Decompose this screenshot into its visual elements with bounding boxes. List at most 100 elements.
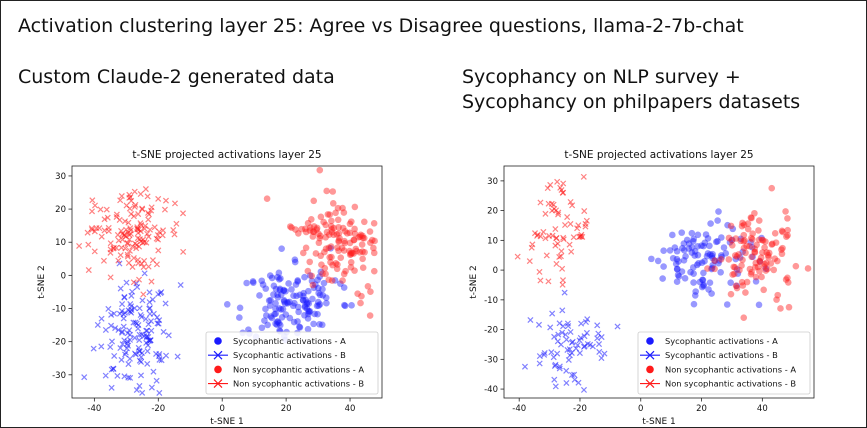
data-point [370,249,378,257]
data-point [327,258,334,266]
data-point [312,250,320,257]
data-point [292,226,299,233]
data-point [101,227,108,234]
data-point [666,247,674,254]
data-point [728,241,736,249]
data-point [341,237,348,245]
data-point [148,278,155,285]
data-point [353,247,360,255]
legend-label: Sycophantic activations - B [665,350,778,360]
data-point [317,232,324,240]
data-point [276,321,284,329]
data-point [161,206,168,213]
data-point [279,305,287,313]
data-point [343,230,351,237]
data-point [761,260,768,268]
data-point [294,303,302,311]
y-axis-ticks: -30 -20 -10 0 10 20 30 [52,172,72,381]
data-point [174,353,181,360]
data-point [340,270,348,278]
data-point [121,373,128,380]
data-point [536,268,543,275]
data-point [153,235,160,242]
data-point [334,204,342,212]
data-point [90,345,97,352]
legend-marker-x [213,350,223,360]
data-point [594,322,601,329]
data-point [578,320,585,327]
data-point [565,356,572,364]
y-tick-label: 30 [487,177,498,187]
data-point [682,252,689,260]
data-point [574,342,581,349]
data-point [102,326,109,334]
data-point [700,281,708,289]
data-point [595,341,603,348]
y-axis-label: t-SNE 2 [37,265,47,299]
data-point [108,311,115,318]
data-point [304,315,312,322]
data-point [698,259,706,266]
data-point [543,252,550,259]
data-point [773,296,780,303]
data-point [542,210,549,217]
data-point [685,240,693,247]
data-point [162,300,169,307]
data-point [551,333,558,340]
data-point [277,275,284,282]
data-point [551,376,558,383]
data-point [692,288,699,295]
data-point [701,239,709,247]
data-point [347,263,355,271]
data-point [693,261,701,269]
data-point [740,231,748,239]
data-point [322,245,330,252]
data-point [555,331,562,338]
data-point [332,209,339,217]
data-point [722,250,730,257]
data-point [769,240,776,248]
data-point [150,310,157,317]
legend-marker-x [213,379,223,389]
data-point [751,248,758,256]
data-point [748,214,755,222]
data-point [765,253,772,261]
data-point [758,234,765,242]
data-point [335,229,343,237]
data-point [556,363,563,370]
data-point [729,225,737,233]
data-point [126,247,133,254]
data-point [355,233,362,241]
data-point [748,268,755,276]
data-point [223,301,231,308]
data-point [648,255,655,263]
data-point [119,230,126,237]
data-point [149,296,156,303]
data-point [654,257,662,265]
data-point [560,323,567,330]
data-point [117,345,124,352]
data-point [671,244,679,251]
data-point [101,216,108,223]
data-point [727,222,735,230]
data-point [278,314,286,321]
data-point [576,350,583,357]
data-point [127,331,134,338]
data-point [291,258,299,266]
data-point [777,305,784,312]
data-point [89,197,96,204]
data-point [339,204,346,212]
data-point [163,352,170,359]
data-point [324,211,332,218]
y-tick-label: -40 [484,385,498,395]
data-point [322,234,329,241]
data-point [158,357,165,364]
data-point [145,333,152,341]
data-point [582,220,589,227]
data-point [304,267,312,275]
data-point [266,302,274,309]
data-point [142,186,149,193]
data-point [699,276,706,284]
data-point [328,253,335,261]
data-point [675,273,683,280]
